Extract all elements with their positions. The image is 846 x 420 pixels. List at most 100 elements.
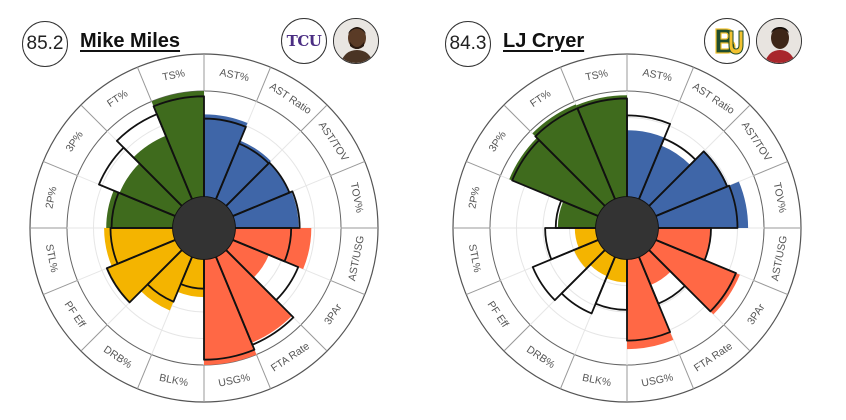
category-label: AST% (219, 67, 251, 85)
center-hub (596, 197, 658, 259)
bar-ts-[interactable] (151, 91, 204, 200)
category-label: STL% (43, 243, 60, 273)
bar-fta-rate[interactable] (215, 249, 292, 343)
bar-usg-[interactable] (204, 256, 257, 365)
label-divider (255, 354, 272, 389)
category-label: TOV% (771, 181, 789, 213)
category-label: 3PAr (322, 301, 345, 327)
player-name-link[interactable]: Mike Miles (80, 30, 181, 52)
label-divider (559, 354, 576, 389)
label-divider (466, 279, 501, 296)
category-label: 2P% (43, 186, 59, 210)
label-divider (80, 324, 108, 352)
category-label: DRB% (524, 344, 557, 371)
team-logo[interactable]: BU (704, 18, 750, 64)
bar-tov-[interactable] (232, 191, 299, 228)
bar-ts-[interactable] (576, 95, 627, 200)
player-panel-mike-miles: AST% AST Ratio AST/TOV TOV% AST/USG 3PAr FTA R… (22, 18, 379, 403)
label-divider (723, 104, 751, 132)
bar-blk-[interactable] (606, 256, 627, 283)
bar-3par[interactable] (648, 239, 740, 315)
label-divider (330, 160, 365, 177)
category-label: DRB% (101, 344, 134, 371)
category-label: TS% (584, 67, 609, 83)
label-divider (559, 67, 576, 102)
player-score: 85.2 (22, 21, 68, 67)
label-divider (136, 354, 153, 389)
label-divider (678, 354, 695, 389)
label-divider (503, 104, 531, 132)
bar-drb-[interactable] (140, 249, 193, 311)
bar-ast-usg[interactable] (655, 228, 711, 261)
category-label: TOV% (348, 181, 366, 213)
bar-ast-tov[interactable] (225, 162, 290, 217)
player-score: 84.3 (445, 21, 491, 67)
avatar[interactable] (756, 18, 802, 64)
label-divider (466, 160, 501, 177)
category-label: PF Eff (62, 299, 88, 330)
bar-stl-[interactable] (104, 228, 176, 267)
label-divider (503, 324, 531, 352)
team-logo[interactable]: TCU (281, 18, 327, 64)
bar-ast-ratio[interactable] (638, 145, 691, 207)
category-label: STL% (466, 243, 483, 273)
bar-ast-tov[interactable] (648, 150, 729, 217)
bar-ast-[interactable] (627, 130, 665, 200)
bar-ast-usg[interactable] (232, 228, 312, 270)
label-divider (255, 67, 272, 102)
label-divider (723, 324, 751, 352)
bar-ast-ratio[interactable] (215, 140, 271, 207)
baylor-logo-icon (715, 28, 744, 55)
bar-3p-[interactable] (509, 137, 606, 217)
category-label: 3PAr (745, 301, 768, 327)
category-label: AST Ratio (690, 80, 736, 117)
label-divider (678, 67, 695, 102)
label-divider (753, 160, 788, 177)
label-divider (80, 104, 108, 132)
category-label: PF Eff (485, 299, 511, 330)
bar-3par[interactable] (225, 239, 269, 278)
bar-2p-[interactable] (106, 190, 176, 228)
bar-ft-[interactable] (133, 135, 193, 207)
player-headshot-icon (334, 19, 378, 63)
category-label: BLK% (581, 372, 612, 389)
label-divider (43, 279, 78, 296)
category-label: 3P% (487, 129, 509, 154)
label-divider (300, 104, 328, 132)
bar-tov-[interactable] (655, 181, 749, 228)
category-label: TS% (161, 67, 186, 83)
bar-pf-eff[interactable] (106, 239, 183, 303)
player-panel-lj-cryer: AST% AST Ratio AST/TOV TOV% AST/USG 3PAr FTA R… (423, 0, 846, 420)
label-divider (300, 324, 328, 352)
team-logo-text: TCU (286, 32, 322, 50)
category-label: AST/USG (346, 235, 367, 283)
category-label: AST/USG (769, 235, 790, 283)
player-headshot-icon (757, 19, 801, 63)
category-label: 3P% (64, 129, 86, 154)
category-label: USG% (640, 371, 674, 389)
label-divider (330, 279, 365, 296)
category-label: 2P% (466, 186, 482, 210)
bar-usg-[interactable] (627, 256, 674, 350)
category-label: AST% (642, 67, 674, 85)
category-label: FT% (528, 88, 553, 110)
center-hub (173, 197, 235, 259)
player-name-link[interactable]: LJ Cryer (503, 30, 585, 52)
category-label: FT% (105, 88, 130, 110)
category-label: BLK% (158, 372, 189, 389)
bar-3p-[interactable] (119, 163, 183, 217)
bar-ft-[interactable] (532, 104, 616, 207)
category-label: AST Ratio (267, 80, 313, 117)
bar-2p-[interactable] (557, 201, 599, 228)
label-divider (136, 67, 153, 102)
bar-ast-[interactable] (204, 114, 248, 200)
bar-fta-rate[interactable] (638, 249, 671, 286)
category-label: USG% (217, 371, 251, 389)
label-divider (43, 160, 78, 177)
label-divider (753, 279, 788, 296)
bar-stl-[interactable] (574, 228, 599, 248)
avatar[interactable] (333, 18, 379, 64)
bar-blk-[interactable] (177, 256, 204, 298)
